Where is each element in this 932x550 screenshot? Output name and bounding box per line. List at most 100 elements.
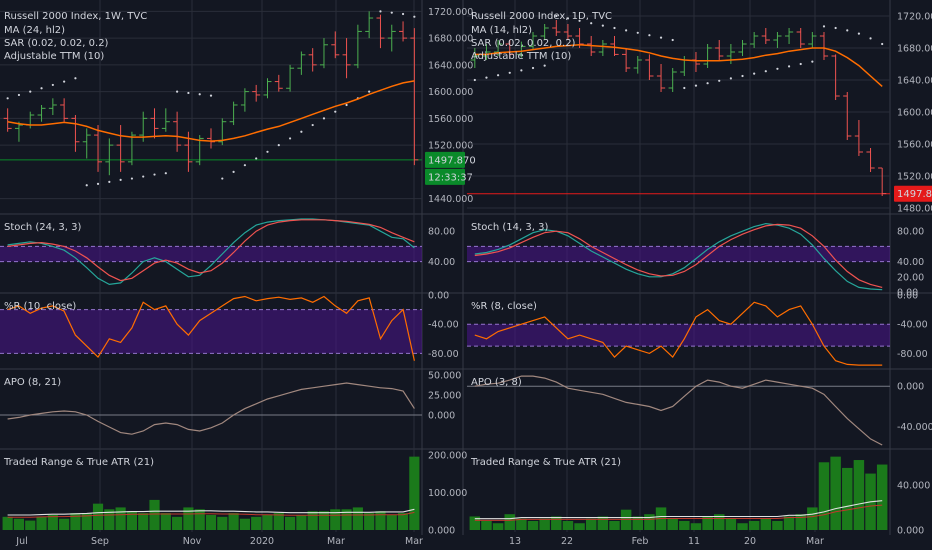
left-atr-ytick: 200.000 — [428, 450, 467, 461]
left-wr-band — [0, 309, 422, 354]
left-sar-dot — [368, 90, 371, 93]
right-atr-bar — [713, 514, 725, 530]
right-apo-line — [474, 375, 883, 446]
right-sar-dot — [776, 67, 779, 70]
right-sar-dot — [601, 24, 604, 27]
left-ma-line — [7, 80, 415, 142]
left-atr-bar — [13, 518, 25, 530]
left-atr-bar — [160, 513, 171, 530]
right-sar-dot — [846, 29, 849, 32]
right-apo-title: APO (3, 8) — [471, 377, 522, 388]
left-sar-dot — [17, 93, 21, 97]
left-sar-dot — [243, 164, 246, 167]
left-atr-bar — [296, 514, 307, 530]
left-sar-dot — [96, 182, 100, 186]
left-apo-ytick: 50.000 — [428, 371, 461, 382]
left-sar-dot — [232, 170, 235, 173]
left-countdown-label: 12:33:37 — [428, 172, 473, 183]
left-atr-bar — [172, 516, 183, 530]
right-atr-bar — [632, 516, 644, 530]
left-sar-dot — [198, 93, 201, 96]
right-sar-dot — [729, 77, 732, 80]
left-sar-dot — [379, 10, 382, 13]
right-sar-dot — [753, 72, 756, 75]
left-sar-dot — [130, 177, 134, 180]
right-atr-bar — [853, 460, 865, 530]
right-last-price-badge — [894, 185, 932, 202]
right-atr-bar — [481, 520, 492, 530]
left-atr-bar — [36, 516, 47, 530]
left-xtick-label: Jul — [15, 536, 27, 547]
right-atr-bar — [737, 523, 748, 530]
right-sar-dot — [485, 76, 488, 79]
left-sar-dot — [85, 184, 88, 187]
right-price-ytick-label: 1600.000 — [897, 108, 932, 119]
left-sar-dot — [413, 15, 416, 18]
right-atr-bar — [842, 467, 853, 530]
right-atr-bar — [469, 516, 481, 530]
right-apo-ytick: -40.000 — [897, 422, 932, 433]
right-sar-dot — [881, 42, 884, 46]
left-title: Russell 2000 Index, 1W, TVC — [4, 11, 147, 22]
left-xtick-label: Nov — [183, 536, 202, 547]
right-sar-dot — [659, 36, 663, 39]
right-xtick-label: Mar — [806, 536, 824, 547]
right-price-ytick-label: 1720.000 — [897, 12, 932, 23]
left-atr-bar — [205, 514, 217, 530]
left-price-ytick-label: 1680.000 — [428, 34, 473, 45]
left-atr-bar — [307, 511, 318, 530]
left-sar-dot — [176, 90, 179, 93]
left-atr-bar — [397, 513, 409, 530]
left-atr-bar — [386, 514, 397, 530]
right-sar-dot — [496, 74, 500, 77]
left-price-ytick-label: 1440.000 — [428, 194, 473, 205]
left-stoch-title: Stoch (24, 3, 3) — [4, 222, 81, 233]
right-sar-dot — [531, 66, 535, 70]
left-stoch-ytick: 80.00 — [428, 227, 455, 238]
right-sar-dot — [613, 26, 616, 30]
right-sar-dot — [822, 25, 826, 28]
right-atr-line — [474, 500, 883, 520]
right-atr-bar — [574, 523, 585, 530]
left-xtick-label: Mar — [327, 536, 345, 547]
left-stoch-k-line — [7, 218, 415, 286]
left-apo-line — [7, 382, 415, 435]
right-atr-bar — [725, 518, 737, 530]
left-atr-bar — [330, 509, 341, 530]
right-atr-bar — [644, 514, 655, 530]
left-atr-bar — [194, 509, 205, 530]
right-price-ytick-label: 1680.000 — [897, 44, 932, 55]
left-apo-ytick: 0.000 — [428, 411, 455, 422]
right-apo-ytick: 0.000 — [897, 382, 924, 393]
left-atr-sub-line — [7, 511, 415, 518]
left-sar-dot — [311, 123, 314, 127]
left-atr-bar — [262, 514, 273, 530]
right-atr-bar — [585, 518, 597, 530]
right-atr-bar — [830, 456, 841, 530]
right-sar-dot — [787, 65, 791, 68]
right-atr-bar — [609, 520, 620, 530]
left-atr-bar — [92, 503, 104, 530]
left-price-ytick-label: 1600.000 — [428, 87, 473, 98]
right-atr-ytick: 40.000 — [897, 480, 930, 491]
left-atr-bar — [409, 456, 420, 530]
left-sar-dot — [40, 87, 43, 90]
left-stoch-d-line — [7, 219, 415, 282]
right-atr-title: Traded Range & True ATR (21) — [470, 457, 621, 468]
right-sar-dot — [764, 70, 767, 73]
right-wr-title: %R (8, close) — [471, 301, 537, 312]
left-atr-bar — [138, 513, 149, 530]
left-wr-ytick: -40.00 — [428, 320, 459, 331]
left-atr-bar — [81, 513, 92, 530]
left-atr-bar — [47, 514, 58, 530]
left-sar-dot — [209, 94, 213, 97]
left-indicator-label: Adjustable TTM (10) — [4, 51, 104, 62]
left-sar-dot — [6, 97, 9, 100]
right-last-price-label: 1497.870 — [897, 189, 932, 200]
right-atr-bar — [818, 462, 830, 530]
right-stoch-d-line — [474, 223, 883, 288]
right-stoch-k-line — [474, 222, 883, 291]
left-sar-dot — [322, 117, 326, 120]
right-sar-dot — [811, 60, 814, 63]
